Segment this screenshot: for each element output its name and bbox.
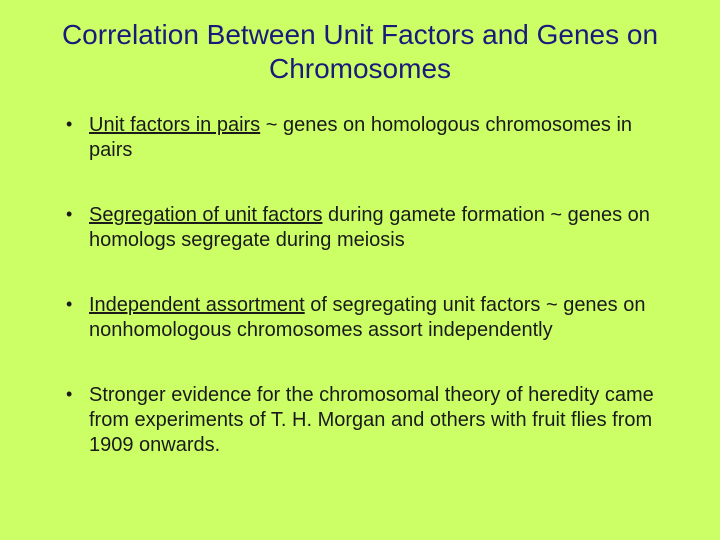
list-item: Stronger evidence for the chromosomal th…: [63, 383, 665, 458]
bullet-underline: Independent assortment: [89, 294, 305, 316]
slide-title: Correlation Between Unit Factors and Gen…: [55, 18, 665, 85]
list-item: Unit factors in pairs ~ genes on homolog…: [63, 113, 665, 163]
bullet-list: Unit factors in pairs ~ genes on homolog…: [55, 113, 665, 458]
list-item: Segregation of unit factors during gamet…: [63, 203, 665, 253]
bullet-underline: Unit factors in pairs: [89, 114, 260, 136]
bullet-pre: Stronger evidence for the chromosomal th…: [89, 384, 654, 456]
list-item: Independent assortment of segregating un…: [63, 293, 665, 343]
bullet-underline: Segregation of unit factors: [89, 204, 322, 226]
